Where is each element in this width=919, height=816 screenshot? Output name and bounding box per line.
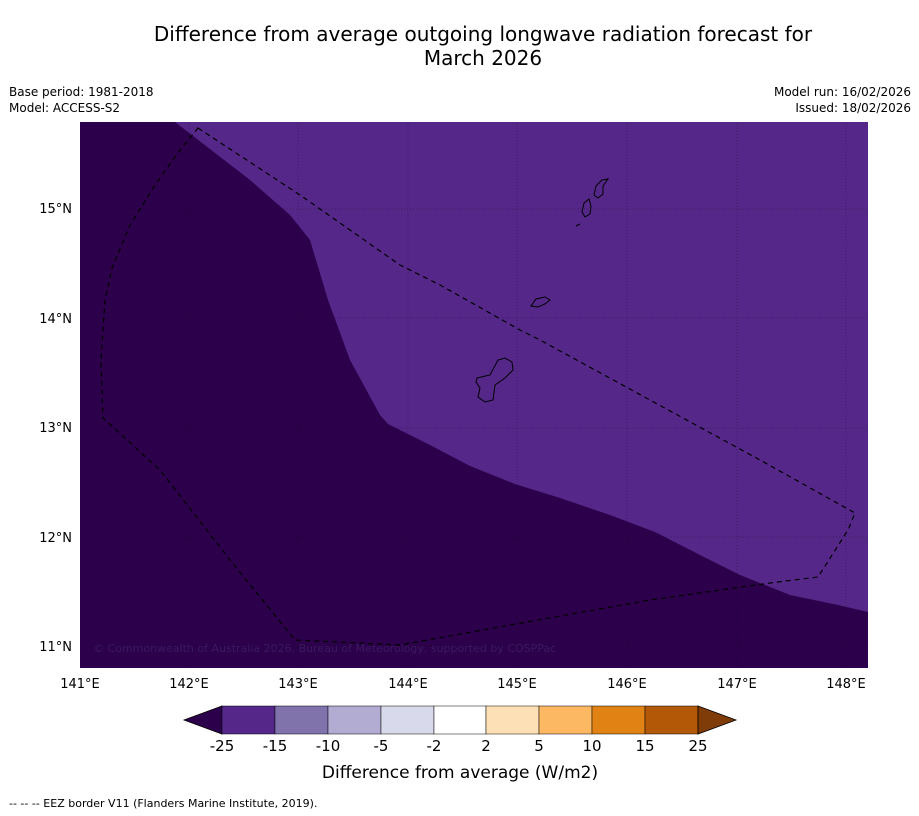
lon-tick: 145°E (497, 677, 537, 692)
map-title: Difference from average outgoing longwav… (80, 22, 886, 70)
colorbar-extend-high (697, 705, 738, 735)
lon-tick: 143°E (278, 677, 318, 692)
colorbar-tick: 15 (635, 737, 654, 755)
colorbar-tick: -10 (316, 737, 341, 755)
tinian-island (581, 198, 592, 218)
colorbar-segment (221, 705, 276, 735)
colorbar-tick: -5 (374, 737, 389, 755)
lon-tick: 141°E (60, 677, 100, 692)
eez-footnote: -- -- -- EEZ border V11 (Flanders Marine… (9, 797, 318, 810)
colorbar-tick: -2 (427, 737, 442, 755)
guam-island (475, 357, 514, 403)
lat-tick: 11°N (39, 640, 72, 655)
colorbar-tick: 5 (534, 737, 544, 755)
title-line-2: March 2026 (423, 46, 543, 70)
colorbar-segment (591, 705, 646, 735)
colorbar-extend-low (182, 705, 223, 735)
colorbar-segment (380, 705, 435, 735)
meta-left: Base period: 1981-2018 Model: ACCESS-S2 (9, 84, 154, 116)
anomaly-region-mid (175, 122, 868, 612)
latitude-ticks: 15°N 14°N 13°N 12°N 11°N (39, 202, 72, 655)
colorbar-tick: 10 (582, 737, 601, 755)
lat-tick: 15°N (39, 202, 72, 217)
colorbar-tick: -25 (210, 737, 235, 755)
issued-date: Issued: 18/02/2026 (795, 101, 911, 115)
lon-tick: 146°E (607, 677, 647, 692)
lon-tick: 142°E (169, 677, 209, 692)
colorbar-tick: -15 (263, 737, 288, 755)
lon-tick: 147°E (717, 677, 757, 692)
gridlines (80, 122, 868, 668)
aguijan-island (575, 223, 581, 227)
base-period: Base period: 1981-2018 (9, 85, 154, 99)
lat-tick: 13°N (39, 421, 72, 436)
longitude-ticks: 141°E 142°E 143°E 144°E 145°E 146°E 147°… (60, 677, 866, 692)
colorbar-segment (485, 705, 540, 735)
lat-tick: 14°N (39, 312, 72, 327)
colorbar-segment (433, 705, 487, 735)
colorbar-segment (644, 705, 699, 735)
meta-right: Model run: 16/02/2026 Issued: 18/02/2026 (774, 84, 911, 116)
lon-tick: 144°E (388, 677, 428, 692)
copyright-text: © Commonwealth of Australia 2026, Bureau… (93, 642, 556, 655)
lat-tick: 12°N (39, 531, 72, 546)
colorbar-label: Difference from average (W/m2) (322, 763, 598, 783)
colorbar-segment (538, 705, 593, 735)
colorbar-segment (327, 705, 382, 735)
title-line-1: Difference from average outgoing longwav… (153, 22, 813, 46)
colorbar-tick: 2 (481, 737, 491, 755)
model-run: Model run: 16/02/2026 (773, 85, 911, 99)
saipan-island (593, 178, 610, 199)
colorbar-segment (274, 705, 329, 735)
colorbar-ticks: -25 -15 -10 -5 -2 2 5 10 15 25 (210, 737, 708, 755)
model-name: Model: ACCESS-S2 (9, 101, 121, 115)
lon-tick: 148°E (826, 677, 866, 692)
eez-border (100, 127, 856, 646)
rota-island (530, 296, 551, 308)
colorbar-tick: 25 (688, 737, 707, 755)
colorbar: -25 -15 -10 -5 -2 2 5 10 15 25 Differenc… (182, 705, 738, 783)
map-area: © Commonwealth of Australia 2026, Bureau… (80, 122, 868, 668)
